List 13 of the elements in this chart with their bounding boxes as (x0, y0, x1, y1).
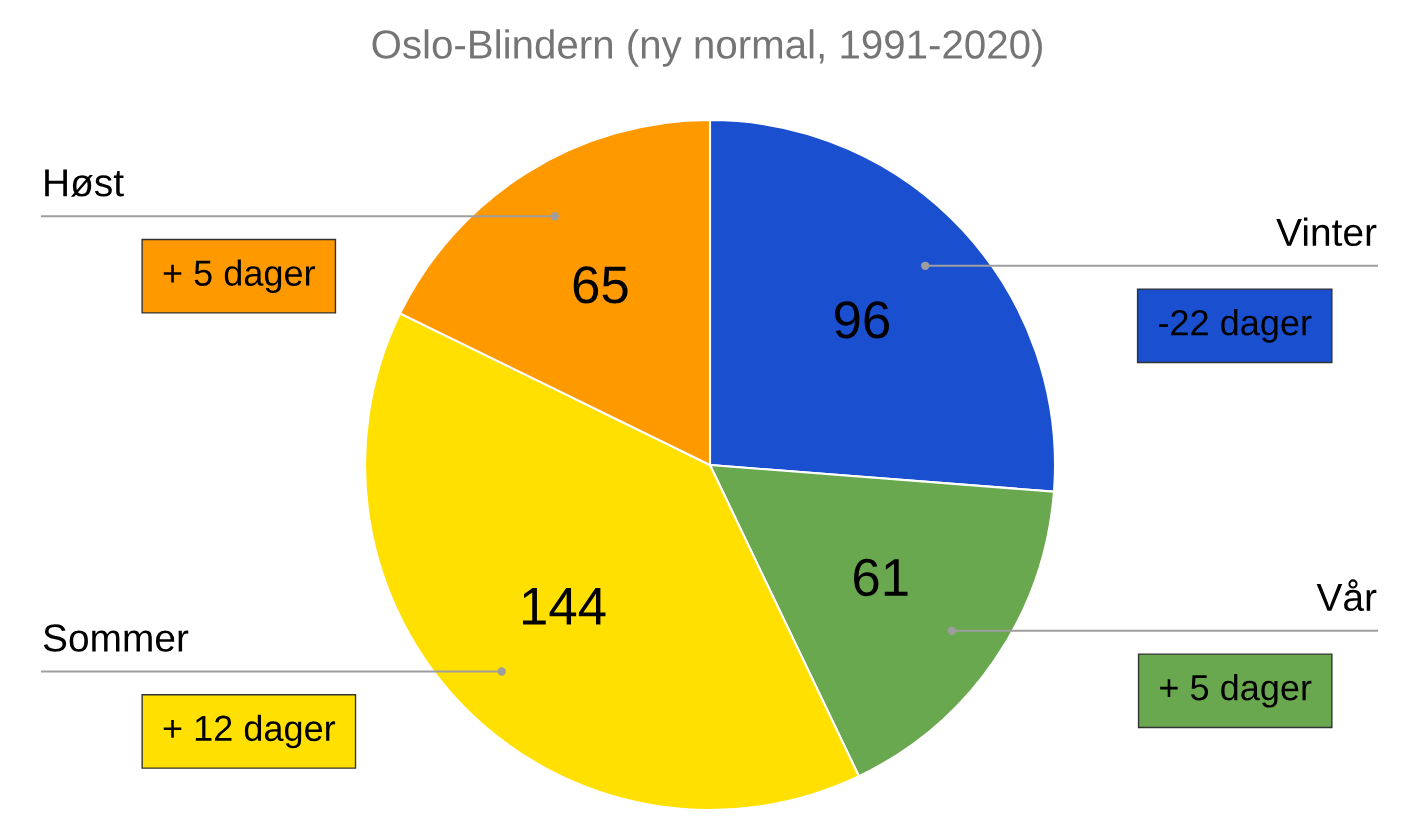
data-label: 144 (523, 588, 606, 625)
text: + 5 dager (1160, 673, 1312, 708)
text: + 5 dager (163, 259, 315, 294)
slice-label: Vinter (1276, 217, 1377, 247)
slice-label: Sommer (43, 624, 189, 652)
text: + 12 dager (163, 714, 336, 749)
slice-label: Høst (45, 169, 124, 197)
data-label: 96 (835, 301, 889, 339)
slice-label: Vår (1316, 579, 1377, 612)
data-label: 65 (573, 266, 628, 304)
chart-title: Oslo-Blindern (ny normal, 1991-2020) (372, 29, 1042, 67)
text: -22 dager (1159, 308, 1312, 343)
data-label: 61 (854, 558, 908, 597)
